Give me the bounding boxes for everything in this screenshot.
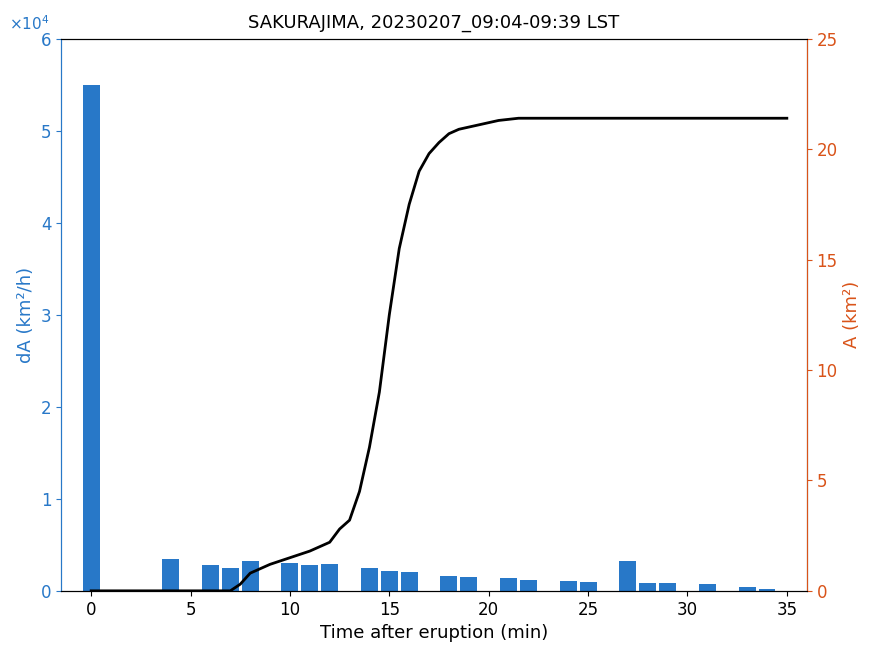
Bar — [381, 571, 398, 591]
Bar — [202, 565, 219, 591]
Bar — [579, 582, 597, 591]
Bar — [361, 568, 378, 591]
Bar — [401, 573, 417, 591]
Bar — [759, 589, 775, 591]
Text: $\times 10^4$: $\times 10^4$ — [9, 14, 50, 33]
X-axis label: Time after eruption (min): Time after eruption (min) — [320, 624, 548, 642]
Bar — [162, 559, 179, 591]
Bar — [83, 85, 100, 591]
Bar — [659, 583, 676, 591]
Bar — [640, 583, 656, 591]
Y-axis label: dA (km²/h): dA (km²/h) — [18, 267, 36, 363]
Title: SAKURAJIMA, 20230207_09:04-09:39 LST: SAKURAJIMA, 20230207_09:04-09:39 LST — [248, 14, 620, 32]
Bar — [282, 564, 298, 591]
Bar — [738, 587, 755, 591]
Bar — [222, 568, 239, 591]
Bar — [460, 577, 477, 591]
Bar — [440, 576, 458, 591]
Bar — [242, 562, 259, 591]
Bar — [620, 562, 636, 591]
Bar — [560, 581, 577, 591]
Bar — [321, 564, 338, 591]
Y-axis label: A (km²): A (km²) — [844, 281, 861, 348]
Bar — [500, 578, 517, 591]
Bar — [301, 565, 318, 591]
Bar — [520, 580, 537, 591]
Bar — [699, 584, 716, 591]
